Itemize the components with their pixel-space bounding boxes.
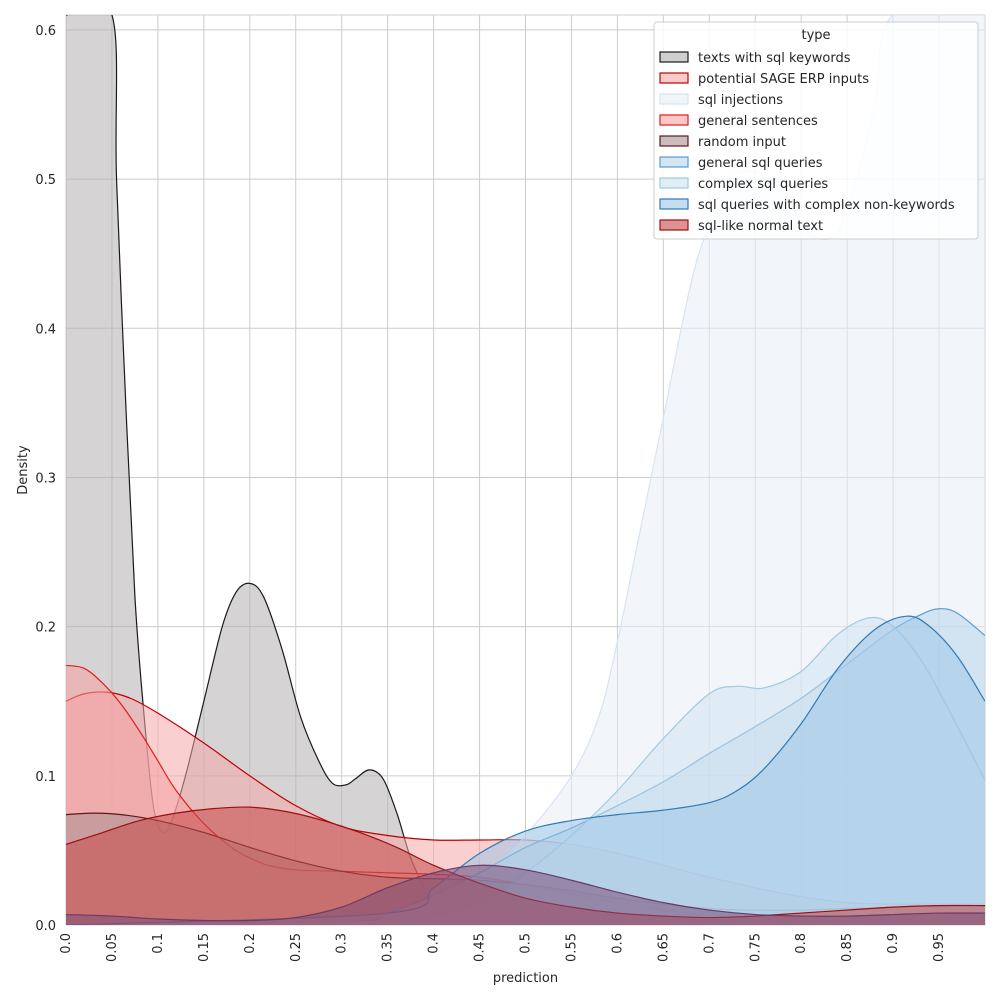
legend-swatch [659, 72, 689, 84]
legend-title: type [801, 28, 830, 43]
y-tick-label: 0.3 [35, 471, 56, 486]
x-tick-label: 0.35 [381, 933, 396, 962]
x-tick-label: 0.65 [656, 933, 671, 962]
legend-swatch [659, 93, 689, 105]
density-area-9 [66, 865, 985, 925]
x-tick-label: 0.8 [794, 933, 809, 954]
x-tick-label: 0.55 [564, 933, 579, 962]
x-tick-label: 0.4 [427, 933, 442, 954]
y-tick-label: 0.0 [35, 919, 56, 934]
legend-entry: complex sql queries [698, 177, 828, 192]
y-tick-label: 0.4 [35, 322, 56, 337]
x-tick-label: 0.3 [335, 933, 350, 954]
legend-swatch [659, 114, 689, 126]
legend-entry: sql-like normal text [698, 219, 823, 234]
legend-box [653, 21, 979, 240]
legend-swatch [659, 219, 689, 231]
axis-layer: 0.0 0.05 0.1 0.15 0.2 0.25 0.3 0.35 0.4 0.45 0.5 0.… [16, 24, 947, 986]
y-tick-label: 0.2 [35, 621, 56, 636]
y-tick-label: 0.6 [35, 24, 56, 39]
legend-entry: random input [698, 135, 786, 150]
legend-entry: sql injections [698, 93, 783, 108]
x-tick-label: 0.2 [243, 933, 258, 954]
y-tick-label: 0.1 [35, 770, 56, 785]
legend: type texts with sql keywords potential SAG… [653, 21, 979, 240]
density-area-8 [66, 807, 985, 925]
x-tick-label: 0.15 [197, 933, 212, 962]
x-tick-label: 0.1 [151, 933, 166, 954]
legend-entry: sql queries with complex non-keywords [698, 198, 955, 213]
x-tick-label: 0.75 [748, 933, 763, 962]
x-tick-label: 0.5 [519, 933, 534, 954]
legend-swatch [659, 156, 689, 168]
x-tick-label: 0.45 [473, 933, 488, 962]
legend-entry: general sentences [698, 114, 818, 129]
x-tick-label: 0.25 [289, 933, 304, 962]
x-tick-label: 0.7 [702, 933, 717, 954]
legend-swatch [659, 198, 689, 210]
x-axis-label: prediction [493, 971, 558, 986]
density-line-9 [66, 864, 985, 922]
legend-entry: general sql queries [698, 156, 823, 171]
y-axis-label: Density [16, 445, 31, 495]
density-area-7 [66, 616, 985, 925]
legend-swatch [659, 177, 689, 189]
legend-entry: potential SAGE ERP inputs [698, 72, 869, 87]
x-tick-label: 0.85 [840, 933, 855, 962]
y-tick-label: 0.5 [35, 173, 56, 188]
legend-swatch [659, 135, 689, 147]
x-tick-label: 0.9 [886, 933, 901, 954]
legend-swatch [659, 51, 689, 63]
x-tick-label: 0.6 [610, 933, 625, 954]
density-line-0 [66, 15, 467, 925]
legend-entry: texts with sql keywords [698, 51, 851, 66]
x-tick-label: 0.0 [59, 933, 74, 954]
series-layer [66, 15, 985, 925]
x-tick-label: 0.05 [105, 933, 120, 962]
x-tick-label: 0.95 [932, 933, 947, 962]
